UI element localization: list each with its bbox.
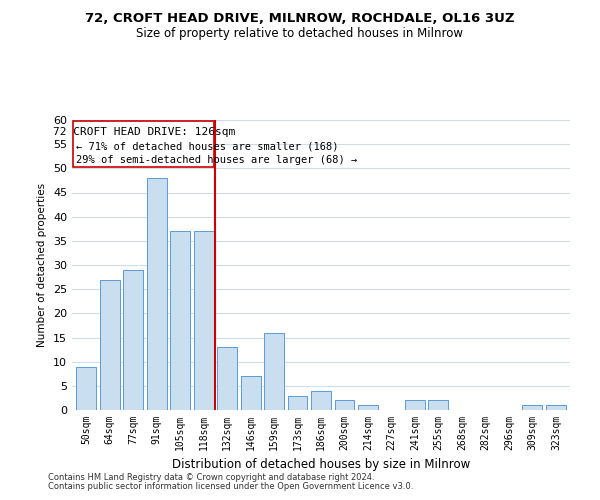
Bar bbox=[405, 400, 425, 410]
Text: ← 71% of detached houses are smaller (168): ← 71% of detached houses are smaller (16… bbox=[76, 142, 338, 152]
Bar bbox=[123, 270, 143, 410]
Bar bbox=[76, 366, 96, 410]
Bar bbox=[428, 400, 448, 410]
Text: 29% of semi-detached houses are larger (68) →: 29% of semi-detached houses are larger (… bbox=[76, 154, 357, 164]
X-axis label: Distribution of detached houses by size in Milnrow: Distribution of detached houses by size … bbox=[172, 458, 470, 471]
Text: Contains HM Land Registry data © Crown copyright and database right 2024.: Contains HM Land Registry data © Crown c… bbox=[48, 474, 374, 482]
Bar bbox=[546, 405, 566, 410]
Text: 72 CROFT HEAD DRIVE: 126sqm: 72 CROFT HEAD DRIVE: 126sqm bbox=[53, 127, 235, 137]
Bar bbox=[194, 231, 214, 410]
Bar bbox=[241, 376, 260, 410]
Bar bbox=[523, 405, 542, 410]
Bar bbox=[146, 178, 167, 410]
Bar bbox=[217, 347, 237, 410]
Text: Size of property relative to detached houses in Milnrow: Size of property relative to detached ho… bbox=[137, 28, 464, 40]
Y-axis label: Number of detached properties: Number of detached properties bbox=[37, 183, 47, 347]
Bar bbox=[287, 396, 307, 410]
Bar bbox=[100, 280, 119, 410]
Text: 72, CROFT HEAD DRIVE, MILNROW, ROCHDALE, OL16 3UZ: 72, CROFT HEAD DRIVE, MILNROW, ROCHDALE,… bbox=[85, 12, 515, 26]
Bar bbox=[170, 231, 190, 410]
Bar bbox=[358, 405, 378, 410]
Text: Contains public sector information licensed under the Open Government Licence v3: Contains public sector information licen… bbox=[48, 482, 413, 491]
Bar bbox=[311, 390, 331, 410]
FancyBboxPatch shape bbox=[73, 121, 214, 168]
Bar bbox=[335, 400, 355, 410]
Bar bbox=[264, 332, 284, 410]
